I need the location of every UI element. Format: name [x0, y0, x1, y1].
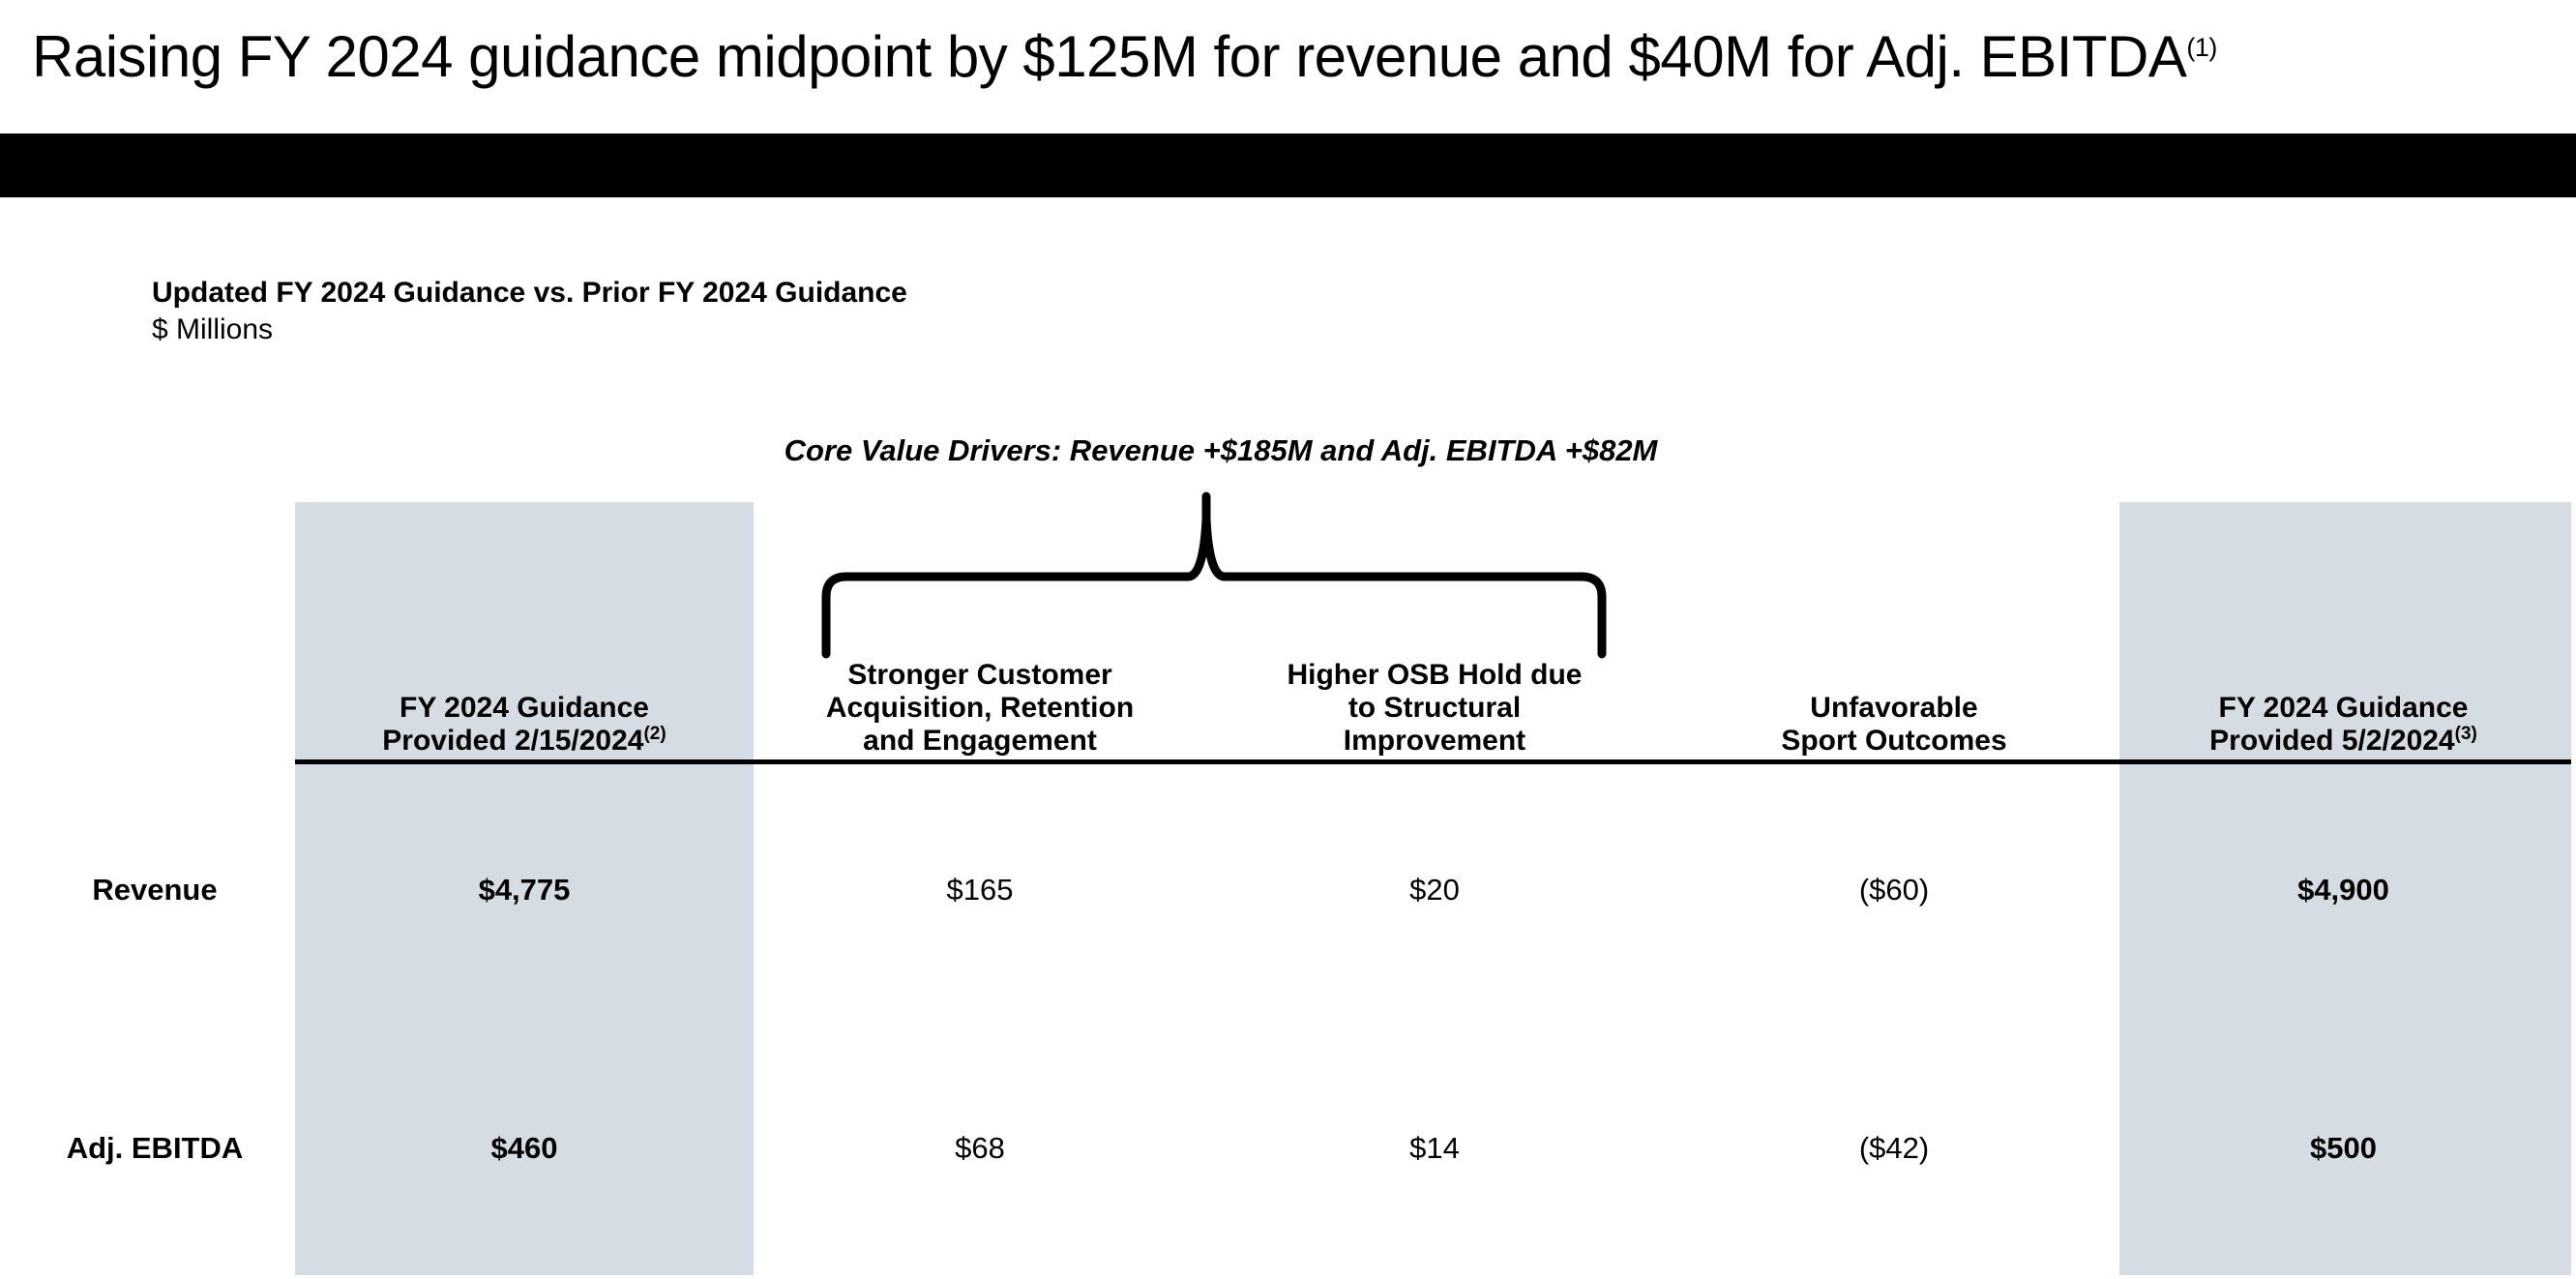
footnote-marker: (2) [643, 724, 666, 744]
highlight-column-updated-guidance [2119, 502, 2571, 1275]
header-line: Stronger Customer [847, 659, 1112, 691]
row-label-adj-ebitda: Adj. EBITDA [66, 1131, 244, 1165]
column-header-prior-guidance: FY 2024 Guidance Provided 2/15/2024(2) [297, 692, 752, 758]
header-line: Improvement [1343, 725, 1526, 757]
core-drivers-callout: Core Value Drivers: Revenue +$185M and A… [784, 433, 1658, 467]
header-line: Sport Outcomes [1781, 725, 2007, 757]
value-cell: $165 [946, 873, 1014, 907]
highlight-column-prior-guidance [295, 502, 754, 1275]
value-cell: $20 [1409, 873, 1460, 907]
column-header-osb-hold: Higher OSB Hold due to Structural Improv… [1207, 659, 1662, 758]
header-line: to Structural [1347, 692, 1522, 724]
header-underline [295, 759, 2571, 764]
value-cell: ($42) [1858, 1131, 1930, 1165]
header-line: Provided 2/15/2024(2) [382, 724, 666, 757]
table-title: Updated FY 2024 Guidance vs. Prior FY 20… [152, 277, 907, 309]
value-cell: $460 [490, 1131, 558, 1165]
column-header-updated-guidance: FY 2024 Guidance Provided 5/2/2024(3) [2117, 692, 2569, 758]
column-header-customer-acquisition: Stronger Customer Acquisition, Retention… [753, 659, 1207, 758]
title-footnote-marker: (1) [2186, 33, 2217, 62]
header-line: Provided 5/2/2024(3) [2209, 724, 2477, 757]
footnote-marker: (3) [2454, 724, 2477, 744]
header-line: FY 2024 Guidance [400, 692, 649, 724]
header-line: Acquisition, Retention [825, 692, 1135, 724]
header-divider-bar [0, 134, 2576, 197]
value-cell: $4,900 [2297, 873, 2389, 907]
value-cell: ($60) [1858, 873, 1930, 907]
value-cell: $4,775 [478, 873, 571, 907]
row-label-revenue: Revenue [92, 873, 218, 907]
slide-title: Raising FY 2024 guidance midpoint by $12… [32, 23, 2217, 90]
curly-brace-icon [821, 491, 1607, 659]
header-line: Higher OSB Hold due [1287, 659, 1583, 691]
value-cell: $14 [1409, 1131, 1460, 1165]
slide-title-text: Raising FY 2024 guidance midpoint by $12… [32, 24, 2187, 89]
header-line: FY 2024 Guidance [2218, 692, 2469, 724]
header-line: and Engagement [863, 725, 1097, 757]
header-line: Unfavorable [1810, 692, 1978, 724]
value-cell: $500 [2310, 1131, 2377, 1165]
units-label: $ Millions [152, 313, 274, 345]
value-cell: $68 [955, 1131, 1005, 1165]
column-header-sport-outcomes: Unfavorable Sport Outcomes [1667, 692, 2121, 758]
